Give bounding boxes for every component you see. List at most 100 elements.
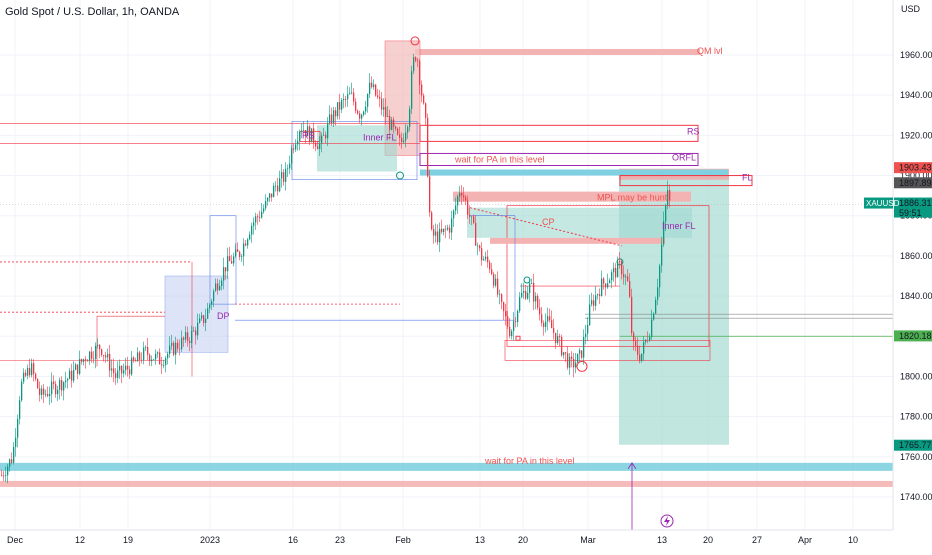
candle-body	[445, 228, 447, 230]
candle-body	[615, 268, 617, 278]
candle-body	[291, 148, 293, 164]
candle-body	[163, 365, 165, 366]
candle-body	[11, 459, 13, 463]
candle-body	[585, 333, 587, 337]
candle-body	[453, 210, 455, 219]
candle-body	[95, 345, 97, 359]
candle-body	[355, 101, 357, 111]
candle-body	[669, 190, 671, 201]
candle-body	[663, 221, 665, 245]
candle-body	[463, 195, 465, 198]
candle-body	[165, 358, 167, 366]
candle-body	[253, 222, 255, 226]
candle-body	[571, 356, 573, 359]
currency-label: USD	[901, 4, 921, 14]
candle-body	[167, 353, 169, 359]
candle-body	[619, 261, 621, 263]
candle-body	[191, 331, 193, 343]
candle-body	[187, 332, 189, 341]
candle-body	[511, 331, 513, 337]
candle-body	[267, 197, 269, 202]
grid-lines	[0, 0, 893, 530]
chart-title: Gold Spot / U.S. Dollar, 1h, OANDA	[5, 6, 180, 18]
price-tag-label: 1903.432	[899, 163, 932, 173]
candle-body	[339, 102, 341, 110]
candle-body	[129, 369, 131, 375]
candle-body	[305, 129, 307, 137]
candle-body	[581, 350, 583, 358]
candle-body	[507, 316, 509, 327]
candle-body	[97, 344, 99, 346]
candle-body	[255, 216, 257, 223]
candle-body	[27, 368, 29, 376]
candle-body	[655, 299, 657, 314]
candle-body	[319, 143, 321, 149]
candle-body	[263, 208, 265, 212]
candle-body	[541, 314, 543, 323]
countdown-label: 59:51	[899, 208, 922, 218]
candle-body	[483, 259, 485, 261]
candle-body	[385, 107, 387, 117]
candle-body	[335, 110, 337, 117]
annotation-label: CP	[542, 217, 555, 227]
candle-body	[639, 354, 641, 361]
price-tag	[894, 330, 932, 342]
candle-body	[79, 359, 81, 374]
candle-body	[513, 321, 515, 332]
candle-body	[627, 276, 629, 281]
candle-body	[219, 285, 221, 291]
candle-body	[233, 256, 235, 264]
fl-teal-zone	[420, 169, 728, 176]
candle-body	[285, 169, 287, 182]
candle-body	[51, 381, 53, 395]
candle-body	[85, 359, 87, 361]
orfl-box	[419, 152, 699, 166]
candle-body	[575, 362, 577, 368]
candle-body	[1, 475, 3, 477]
candle-body	[359, 113, 361, 119]
candle-body	[647, 339, 649, 341]
x-tick-label: 12	[75, 535, 85, 545]
candle-body	[21, 381, 23, 401]
candle-body	[413, 57, 415, 72]
candle-body	[223, 267, 225, 281]
candle-body	[435, 231, 437, 236]
candle-body	[425, 103, 427, 118]
candle-body	[501, 294, 503, 303]
x-tick-label: 19	[123, 535, 133, 545]
candle-body	[203, 315, 205, 323]
candle-body	[105, 355, 107, 358]
candle-body	[637, 345, 639, 355]
candle-body	[91, 351, 93, 359]
candle-body	[393, 119, 395, 127]
candle-body	[87, 360, 89, 362]
candle-body	[461, 192, 463, 196]
candle-body	[93, 358, 95, 360]
candle-body	[467, 200, 469, 215]
candle-body	[257, 216, 259, 218]
candle-body	[49, 394, 51, 397]
price-tag	[894, 162, 932, 174]
time-axis[interactable]: Dec 12 19 2023 16 23 Feb 13 20 Mar 13 20 27 Apr 10	[7, 535, 858, 545]
candle-body	[353, 92, 355, 102]
lightning-icon[interactable]	[660, 514, 674, 528]
candle-body	[451, 218, 453, 233]
candle-body	[569, 356, 571, 368]
candle-body	[57, 389, 59, 395]
x-tick-label: 10	[848, 535, 858, 545]
candle-body	[269, 193, 271, 198]
candle-body	[611, 272, 613, 281]
candle-body	[563, 352, 565, 356]
x-tick-label: 23	[335, 535, 345, 545]
candle-body	[605, 283, 607, 288]
candle-body	[403, 140, 405, 143]
candle-body	[361, 114, 363, 119]
price-tag	[894, 439, 932, 451]
candle-body	[495, 278, 497, 286]
candle-body	[433, 229, 435, 236]
candle-body	[217, 283, 219, 291]
annotation-label: RS	[687, 126, 700, 136]
candle-body	[667, 190, 669, 206]
candle-body	[321, 135, 323, 144]
